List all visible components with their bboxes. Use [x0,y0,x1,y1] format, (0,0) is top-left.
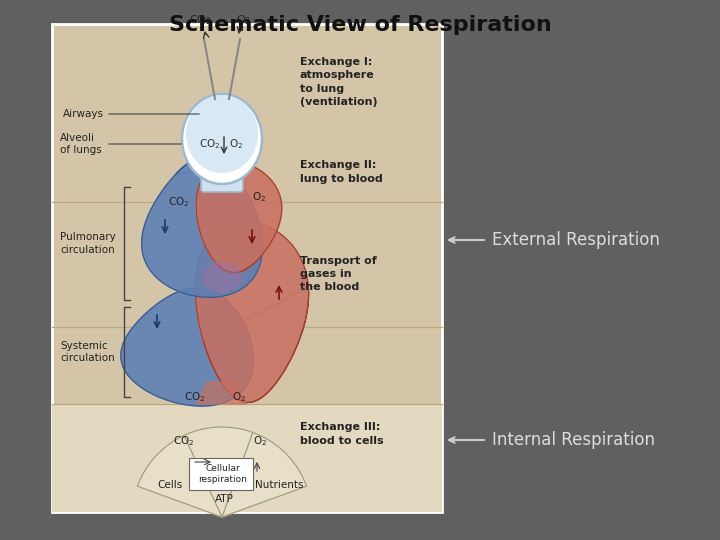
Text: CO$_2$: CO$_2$ [199,137,220,151]
Text: Exchange III:
blood to cells: Exchange III: blood to cells [300,422,384,446]
Text: ATP: ATP [215,494,233,504]
Text: CO$_2$: CO$_2$ [168,195,189,209]
Text: Exchange I:
atmosphere
to lung
(ventilation): Exchange I: atmosphere to lung (ventilat… [300,57,377,107]
Text: Alveoli
of lungs: Alveoli of lungs [60,133,102,155]
Text: Cellular
respiration: Cellular respiration [199,464,248,484]
Polygon shape [138,435,222,517]
Ellipse shape [182,94,262,184]
Text: Internal Respiration: Internal Respiration [492,431,655,449]
Text: O$_2$: O$_2$ [232,390,246,404]
FancyBboxPatch shape [201,156,243,192]
Polygon shape [142,157,262,298]
Text: CO$_2$: CO$_2$ [184,390,206,404]
Polygon shape [222,433,307,517]
Ellipse shape [186,95,258,173]
Text: Cells: Cells [158,480,183,490]
Polygon shape [197,382,247,404]
Polygon shape [184,427,253,517]
FancyBboxPatch shape [52,404,442,512]
Text: Systemic
circulation: Systemic circulation [60,341,114,363]
Text: O$_2$: O$_2$ [252,190,266,204]
FancyBboxPatch shape [52,24,442,512]
Text: Transport of
gases in
the blood: Transport of gases in the blood [300,256,377,292]
Text: CO$_2$: CO$_2$ [189,13,212,27]
Polygon shape [195,221,309,402]
Text: O$_2$: O$_2$ [229,137,243,151]
Text: Pulmonary
circulation: Pulmonary circulation [60,232,116,255]
Polygon shape [197,161,282,273]
Text: CO$_2$: CO$_2$ [174,434,194,448]
Text: External Respiration: External Respiration [492,231,660,249]
Polygon shape [121,288,253,406]
FancyBboxPatch shape [189,458,253,490]
Text: O$_2$: O$_2$ [236,13,251,27]
Ellipse shape [202,262,242,292]
Text: Nutrients: Nutrients [255,480,303,490]
Text: Exchange II:
lung to blood: Exchange II: lung to blood [300,160,383,184]
Text: Schematic View of Respiration: Schematic View of Respiration [168,15,552,35]
Text: O$_2$: O$_2$ [253,434,267,448]
Text: Airways: Airways [63,109,104,119]
